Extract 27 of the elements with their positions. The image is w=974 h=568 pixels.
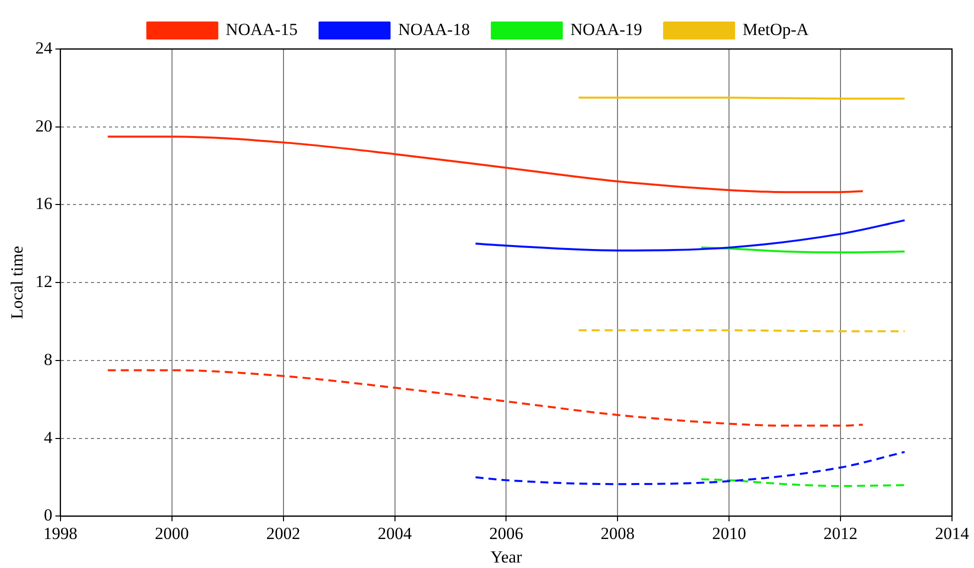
legend-label: MetOp-A bbox=[742, 20, 810, 39]
y-tick-label: 8 bbox=[44, 350, 52, 369]
line-series bbox=[474, 450, 906, 486]
x-tick-label: 2008 bbox=[600, 524, 635, 543]
x-tick-label: 2000 bbox=[154, 524, 189, 543]
x-tick-label: 2002 bbox=[266, 524, 300, 543]
x-tick-label: 2004 bbox=[378, 524, 412, 543]
line-series bbox=[474, 219, 906, 252]
y-tick-label: 0 bbox=[44, 506, 52, 525]
x-tick-label: 1998 bbox=[43, 524, 78, 543]
x-axis-title: Year bbox=[490, 547, 522, 566]
legend-label: NOAA-19 bbox=[570, 20, 642, 39]
y-axis-title: Local time bbox=[8, 246, 27, 320]
legend-label: NOAA-18 bbox=[398, 20, 470, 39]
line-series bbox=[106, 136, 864, 194]
line-series bbox=[106, 369, 864, 427]
line-series bbox=[700, 478, 906, 488]
x-tick-label: 2006 bbox=[489, 524, 524, 543]
y-tick-label: 24 bbox=[35, 38, 53, 58]
x-tick-label: 2010 bbox=[712, 524, 746, 543]
x-tick-label: 2012 bbox=[824, 524, 858, 543]
y-tick-label: 16 bbox=[35, 194, 52, 214]
x-tick-label: 2014 bbox=[935, 524, 970, 543]
legend-label: NOAA-15 bbox=[226, 20, 298, 39]
y-tick-label: 20 bbox=[35, 116, 52, 136]
y-tick-label: 12 bbox=[35, 272, 52, 292]
y-tick-label: 4 bbox=[44, 428, 53, 447]
